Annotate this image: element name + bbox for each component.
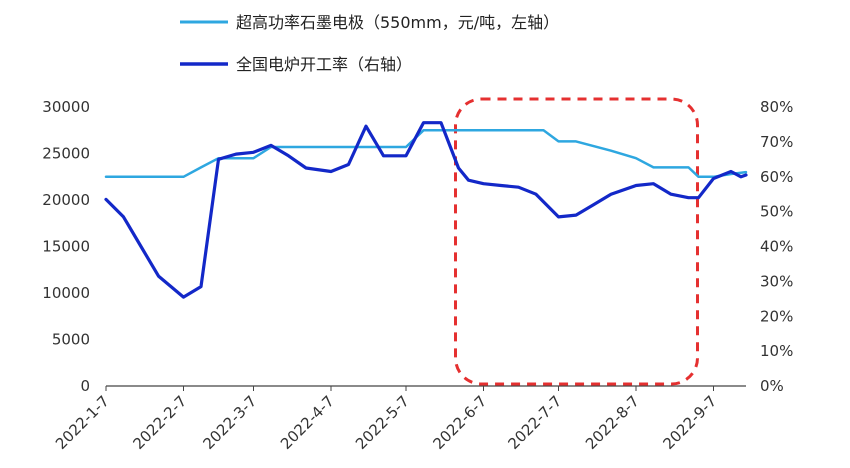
highlight-dashed-box (454, 97, 699, 386)
legend: 超高功率石墨电极（550mm，元/吨，左轴） 全国电炉开工率（右轴） (180, 13, 559, 74)
x-axis-tick-label: 2022-6-7 (429, 392, 490, 453)
right-axis-tick-label: 80% (760, 98, 793, 116)
right-axis-tick-label: 60% (760, 168, 793, 186)
x-axis-tick-label: 2022-2-7 (129, 392, 190, 453)
x-axis-tick-label: 2022-4-7 (277, 392, 338, 453)
right-axis-tick-label: 10% (760, 342, 793, 360)
x-axis-tick-label: 2022-5-7 (352, 392, 413, 453)
right-axis-tick-label: 70% (760, 133, 793, 151)
x-axis-tick-label: 2022-9-7 (659, 392, 720, 453)
right-axis-tick-label: 40% (760, 238, 793, 256)
x-axis-tick-label: 2022-1-7 (52, 392, 113, 453)
annotation-layer (454, 97, 699, 386)
left-axis-tick-label: 0 (80, 377, 90, 395)
left-axis-tick-label: 30000 (42, 98, 90, 116)
right-axis-tick-label: 20% (760, 307, 793, 325)
series-line-eaf-utilization (104, 121, 748, 299)
right-axis-tick-label: 30% (760, 272, 793, 290)
axes: 0 5000 10000 15000 20000 25000 30000 0% 10% 20% 30… (42, 98, 793, 453)
left-axis-tick-label: 25000 (42, 145, 90, 163)
series-layer (104, 121, 748, 299)
left-axis-tick-label: 5000 (52, 331, 90, 349)
right-axis-tick-label: 50% (760, 203, 793, 221)
right-axis-tick-label: 0% (760, 377, 784, 395)
x-axis-tick-label: 2022-7-7 (504, 392, 565, 453)
left-axis-tick-label: 10000 (42, 284, 90, 302)
left-axis-tick-label: 20000 (42, 191, 90, 209)
series-line-graphite-electrode (104, 129, 748, 179)
legend-label-graphite-electrode: 超高功率石墨电极（550mm，元/吨，左轴） (236, 13, 559, 32)
left-axis-tick-label: 15000 (42, 238, 90, 256)
legend-label-eaf-utilization: 全国电炉开工率（右轴） (236, 55, 412, 74)
x-axis-tick-label: 2022-8-7 (582, 392, 643, 453)
x-axis-tick-label: 2022-3-7 (199, 392, 260, 453)
